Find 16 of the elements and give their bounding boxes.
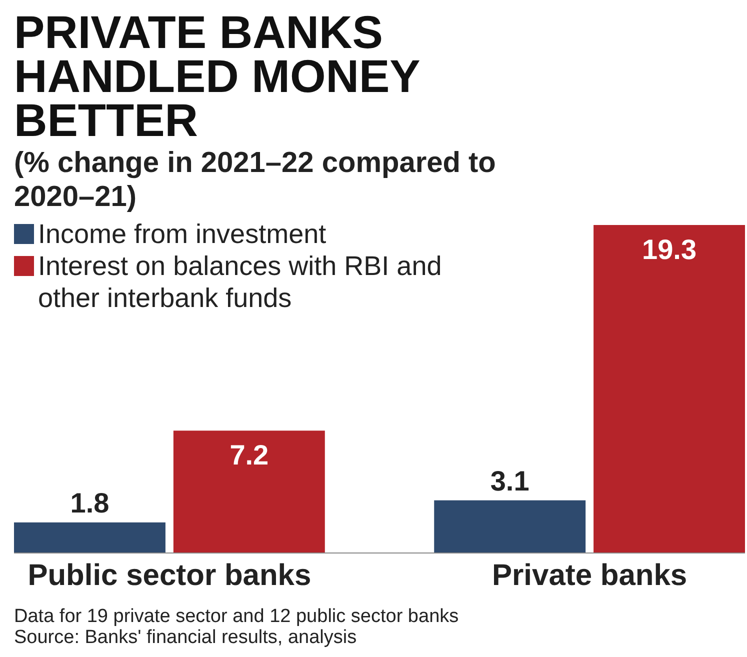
text: Data for 19 private sector and 12 public sector banks (14, 606, 459, 627)
data-label: 3.1 (490, 465, 530, 496)
bar (173, 430, 325, 553)
data-label: 19.3 (642, 234, 697, 265)
bar (434, 500, 586, 553)
x-tick-label: Private banks (492, 559, 688, 592)
x-tick-label: Public sector banks (28, 559, 312, 592)
bar (594, 225, 745, 553)
bar (14, 522, 166, 553)
legend-label: Interest on balances with RBI and other interbank funds (38, 251, 442, 313)
source-note: Source: Banks' financial results, analysis (14, 627, 357, 648)
chart-subtitle: (% change in 2021–22 compared to 2020–21) (14, 147, 496, 213)
data-label: 1.8 (70, 487, 110, 518)
legend-label: Income from investment (38, 219, 327, 249)
data-label: 7.2 (230, 440, 269, 471)
chart-title: PRIVATE BANKS HANDLED MONEY BETTER (14, 6, 420, 146)
